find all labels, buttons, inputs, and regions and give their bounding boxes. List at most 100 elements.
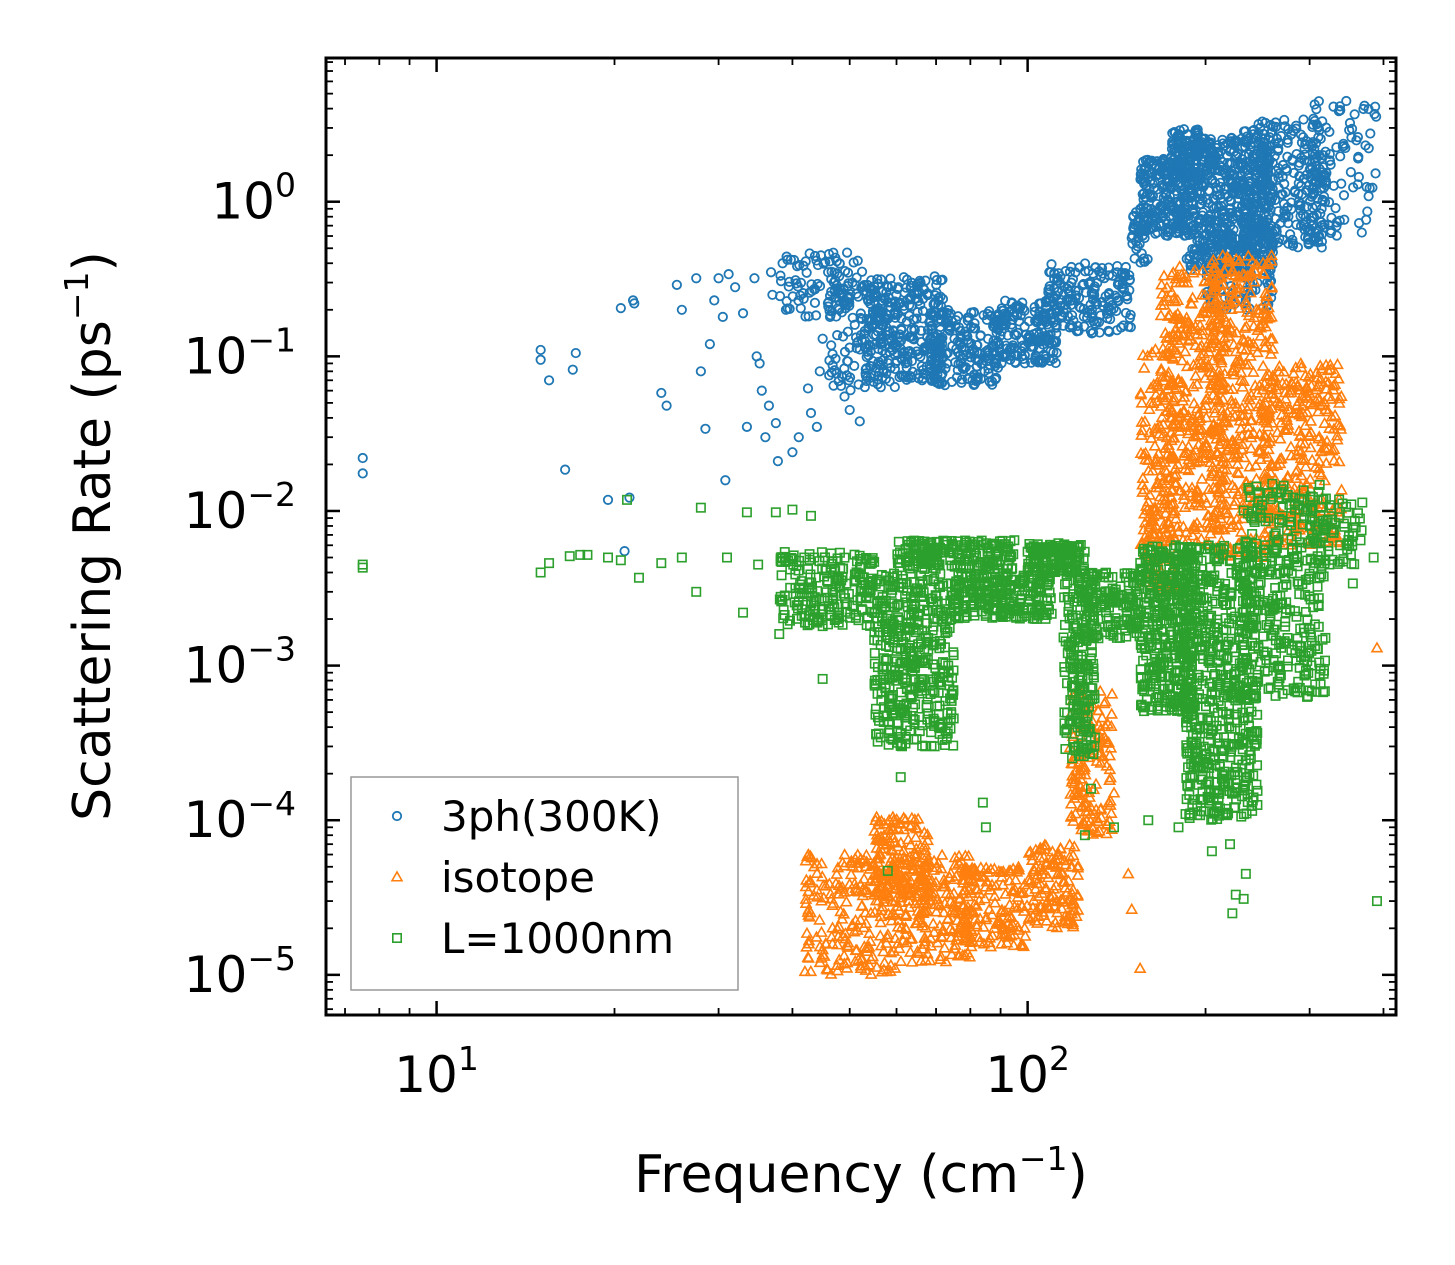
data-point xyxy=(1347,578,1358,589)
data-point xyxy=(691,273,702,284)
data-point xyxy=(1102,313,1113,324)
data-point xyxy=(899,346,910,358)
data-point xyxy=(990,374,1001,385)
data-point xyxy=(1370,641,1384,653)
data-point xyxy=(854,416,865,427)
data-point xyxy=(782,254,793,265)
data-point xyxy=(946,376,957,387)
data-point xyxy=(1010,357,1021,368)
data-point xyxy=(792,281,804,292)
data-point xyxy=(838,848,852,860)
data-point xyxy=(916,361,927,372)
data-point xyxy=(868,319,879,331)
data-point xyxy=(839,391,850,402)
data-point xyxy=(754,358,765,369)
data-point xyxy=(809,297,821,308)
data-point xyxy=(1143,815,1154,826)
data-point xyxy=(793,432,804,443)
data-point xyxy=(1019,305,1030,316)
data-point xyxy=(944,321,956,332)
data-point xyxy=(845,289,856,300)
data-point xyxy=(1105,687,1119,699)
data-point xyxy=(962,312,973,323)
data-point xyxy=(700,423,711,434)
data-point xyxy=(809,250,821,262)
data-point xyxy=(1118,320,1129,331)
data-point xyxy=(721,552,732,563)
data-point xyxy=(983,347,994,358)
data-point xyxy=(1064,322,1075,333)
data-point xyxy=(927,308,938,320)
data-point xyxy=(357,468,368,479)
data-point xyxy=(1043,284,1054,295)
data-point xyxy=(774,290,786,302)
data-point xyxy=(1001,351,1012,362)
data-point xyxy=(1167,164,1178,175)
data-point xyxy=(1044,267,1055,278)
data-point xyxy=(1023,316,1035,327)
data-point xyxy=(978,310,989,321)
data-point xyxy=(824,290,836,301)
data-point xyxy=(1070,290,1082,301)
data-point xyxy=(804,287,815,298)
data-point xyxy=(602,494,614,505)
data-point xyxy=(966,348,977,360)
data-point xyxy=(1088,327,1099,338)
data-point xyxy=(1065,299,1077,311)
data-point xyxy=(889,307,900,318)
data-point xyxy=(850,332,862,343)
data-point xyxy=(811,421,822,432)
data-point xyxy=(1195,472,1209,484)
data-point xyxy=(535,567,546,578)
data-point xyxy=(795,290,806,301)
data-point xyxy=(889,381,900,393)
data-point xyxy=(1052,272,1063,284)
data-point xyxy=(1063,286,1074,297)
data-point xyxy=(961,330,973,342)
data-point xyxy=(812,259,824,271)
data-point xyxy=(968,307,979,318)
data-point xyxy=(873,343,884,355)
data-point xyxy=(1173,260,1187,272)
data-point xyxy=(844,342,855,353)
data-point xyxy=(800,311,811,322)
data-point xyxy=(877,286,888,297)
data-point xyxy=(1086,312,1097,323)
data-point xyxy=(815,925,828,937)
data-point xyxy=(894,297,906,308)
data-point xyxy=(916,325,927,336)
data-point xyxy=(1136,168,1147,179)
data-point xyxy=(1111,267,1123,278)
data-point xyxy=(1298,114,1309,125)
data-point xyxy=(990,338,1001,349)
data-point xyxy=(989,357,1001,368)
data-point xyxy=(564,551,575,562)
data-point xyxy=(1079,258,1091,269)
data-point xyxy=(1097,296,1108,307)
data-point xyxy=(805,407,817,419)
data-point xyxy=(975,330,986,341)
data-point xyxy=(873,367,885,378)
data-point xyxy=(843,375,854,386)
data-point xyxy=(865,283,876,294)
data-point xyxy=(1225,839,1236,850)
data-point xyxy=(895,323,907,334)
data-point xyxy=(720,475,731,486)
data-point xyxy=(765,267,777,278)
data-point xyxy=(988,340,999,351)
data-point xyxy=(1349,109,1360,120)
data-point xyxy=(1371,896,1382,907)
data-point xyxy=(1284,440,1298,452)
data-point xyxy=(1240,868,1251,879)
data-point xyxy=(1137,361,1151,373)
data-point xyxy=(814,366,825,377)
data-point xyxy=(1356,227,1367,238)
data-point xyxy=(357,559,368,570)
data-point xyxy=(543,375,555,386)
data-point xyxy=(905,331,916,342)
data-point xyxy=(1173,822,1184,833)
data-point xyxy=(1124,312,1135,324)
data-point xyxy=(958,363,969,375)
data-point xyxy=(864,290,876,301)
data-point xyxy=(800,926,814,938)
